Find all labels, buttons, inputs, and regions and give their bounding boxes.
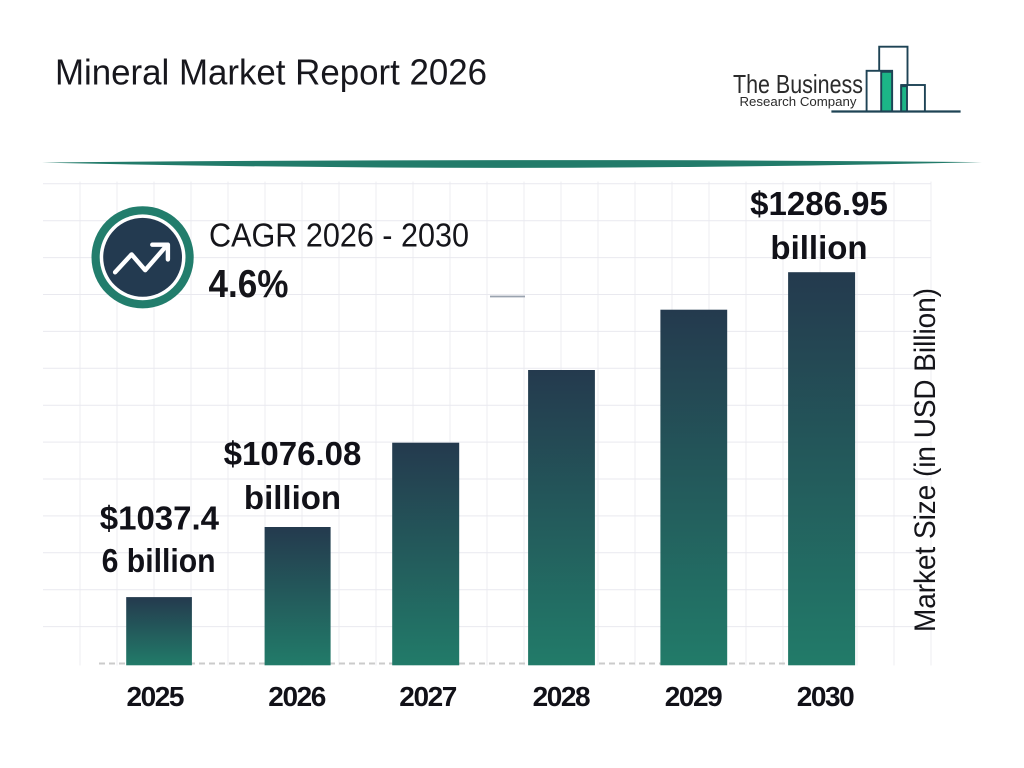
svg-text:2027: 2027 xyxy=(399,681,457,712)
svg-text:2025: 2025 xyxy=(127,681,185,712)
svg-text:2030: 2030 xyxy=(797,681,855,712)
svg-text:Mineral Market Report 2026: Mineral Market Report 2026 xyxy=(55,51,487,92)
svg-text:$1286.95: $1286.95 xyxy=(750,185,888,222)
svg-text:2028: 2028 xyxy=(533,681,591,712)
svg-text:billion: billion xyxy=(244,479,341,516)
svg-text:2026: 2026 xyxy=(268,681,326,712)
svg-text:$1037.4: $1037.4 xyxy=(100,499,220,536)
svg-text:4.6%: 4.6% xyxy=(209,263,289,306)
svg-text:2029: 2029 xyxy=(665,681,723,712)
svg-text:Research Company: Research Company xyxy=(740,94,858,109)
svg-text:billion: billion xyxy=(770,229,867,266)
svg-text:CAGR 2026 - 2030: CAGR 2026 - 2030 xyxy=(209,217,469,254)
svg-text:6 billion: 6 billion xyxy=(102,542,216,579)
svg-text:The Business: The Business xyxy=(733,69,863,99)
svg-text:$1076.08: $1076.08 xyxy=(224,435,362,472)
svg-text:Market Size (in USD Billion): Market Size (in USD Billion) xyxy=(909,288,942,632)
